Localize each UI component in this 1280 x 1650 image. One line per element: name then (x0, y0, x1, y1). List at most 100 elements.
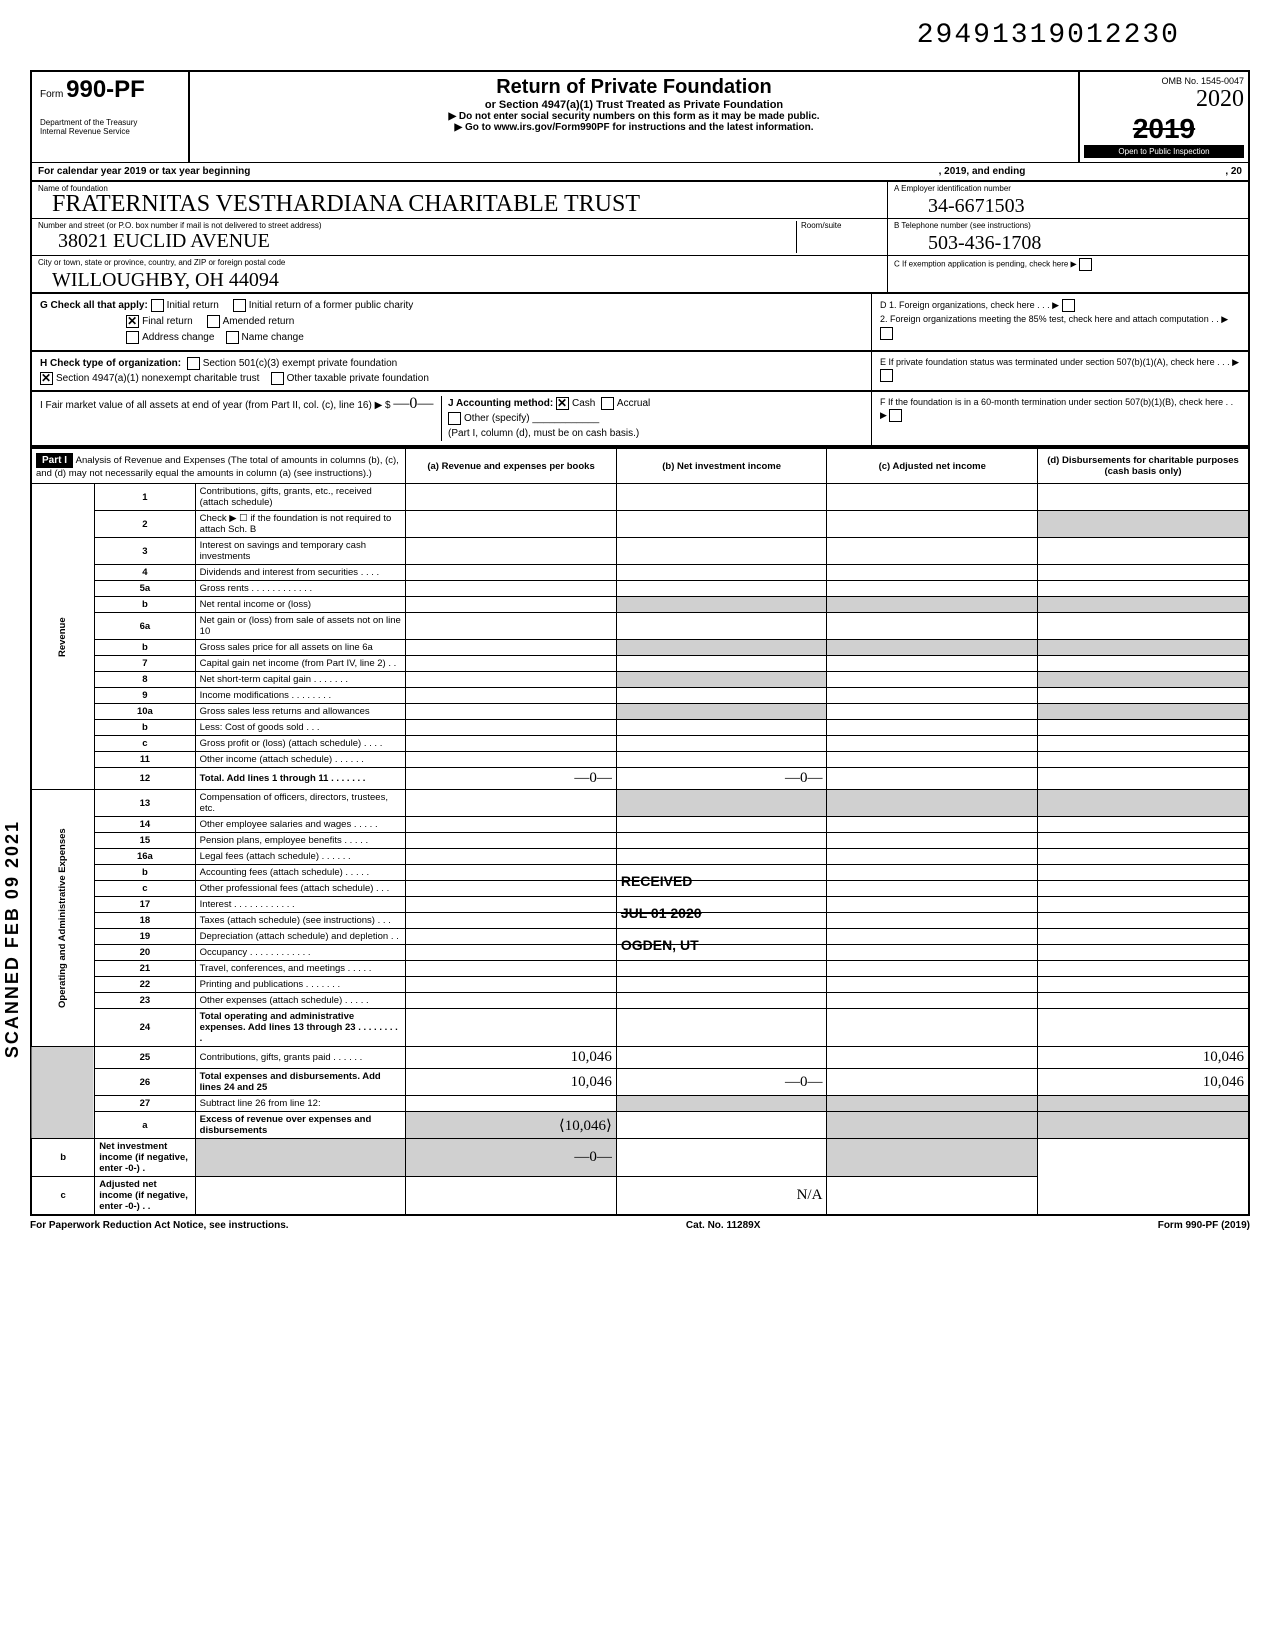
amended-checkbox[interactable] (207, 315, 220, 328)
amount-cell (827, 597, 1038, 613)
amount-cell (616, 581, 827, 597)
line-description: Depreciation (attach schedule) and deple… (195, 929, 406, 945)
tel-hw: 503-436-1708 (928, 232, 1041, 255)
amount-cell (616, 817, 827, 833)
expenses-side-label: Operating and Administrative Expenses (31, 790, 95, 1047)
amount-cell (827, 640, 1038, 656)
line-description: Travel, conferences, and meetings . . . … (195, 961, 406, 977)
line-number: 5a (95, 581, 195, 597)
line-description: Gross sales less returns and allowances (195, 704, 406, 720)
amount-cell (1038, 833, 1249, 849)
d1-label: D 1. Foreign organizations, check here .… (880, 300, 1059, 310)
table-row: 10aGross sales less returns and allowanc… (31, 704, 1249, 720)
amount-cell (827, 768, 1038, 790)
h-501-checkbox[interactable] (187, 357, 200, 370)
instruction-1: ▶ Do not enter social security numbers o… (194, 111, 1074, 122)
final-return-checkbox[interactable] (126, 315, 139, 328)
public-inspection-label: Open to Public Inspection (1084, 145, 1244, 158)
amount-cell (827, 720, 1038, 736)
amount-cell: —0— (616, 1069, 827, 1096)
amount-cell (1038, 484, 1249, 511)
amount-cell (406, 656, 617, 672)
amount-cell (1038, 597, 1249, 613)
line-description: Total expenses and disbursements. Add li… (195, 1069, 406, 1096)
amount-cell (827, 672, 1038, 688)
table-row: 7Capital gain net income (from Part IV, … (31, 656, 1249, 672)
amount-cell (616, 511, 827, 538)
line-description: Check ▶ ☐ if the foundation is not requi… (195, 511, 406, 538)
h-4947-checkbox[interactable] (40, 372, 53, 385)
f-checkbox[interactable] (889, 409, 902, 422)
amount-cell (1038, 768, 1249, 790)
part1-table: Part I Analysis of Revenue and Expenses … (30, 447, 1250, 1216)
j-cash-checkbox[interactable] (556, 397, 569, 410)
line-description: Legal fees (attach schedule) . . . . . . (195, 849, 406, 865)
amount-cell: JUL 01 2020 (616, 897, 827, 913)
line-description: Capital gain net income (from Part IV, l… (195, 656, 406, 672)
e-checkbox[interactable] (880, 369, 893, 382)
h-4947-label: Section 4947(a)(1) nonexempt charitable … (56, 373, 259, 384)
amount-cell: 10,046 (406, 1069, 617, 1096)
amount-cell (827, 1177, 1038, 1216)
received-stamp: RECEIVED (621, 873, 693, 889)
initial-return-checkbox[interactable] (151, 299, 164, 312)
amount-cell (616, 790, 827, 817)
line-number: b (95, 597, 195, 613)
line-description: Total. Add lines 1 through 11 . . . . . … (195, 768, 406, 790)
name-change-checkbox[interactable] (226, 331, 239, 344)
table-row: 22Printing and publications . . . . . . … (31, 977, 1249, 993)
col-a-header: (a) Revenue and expenses per books (406, 448, 617, 484)
line-number: 9 (95, 688, 195, 704)
amount-cell: —0— (616, 768, 827, 790)
amount-cell (406, 640, 617, 656)
line-number: 22 (95, 977, 195, 993)
j-other-checkbox[interactable] (448, 412, 461, 425)
j-accrual-checkbox[interactable] (601, 397, 614, 410)
amount-cell (1038, 993, 1249, 1009)
line-description: Accounting fees (attach schedule) . . . … (195, 865, 406, 881)
amount-cell (1038, 865, 1249, 881)
amount-cell (1038, 817, 1249, 833)
exempt-checkbox[interactable] (1079, 258, 1092, 271)
line-description: Subtract line 26 from line 12: (195, 1096, 406, 1112)
line-description: Net gain or (loss) from sale of assets n… (195, 613, 406, 640)
amount-cell (827, 1009, 1038, 1047)
amount-cell (827, 881, 1038, 897)
line-number: 20 (95, 945, 195, 961)
amount-cell (406, 565, 617, 581)
amount-cell (827, 961, 1038, 977)
amount-cell (1038, 961, 1249, 977)
initial-former-checkbox[interactable] (233, 299, 246, 312)
d1-checkbox[interactable] (1062, 299, 1075, 312)
amount-cell (406, 1009, 617, 1047)
footer-center: Cat. No. 11289X (686, 1220, 760, 1231)
address-change-checkbox[interactable] (126, 331, 139, 344)
amount-cell (1038, 736, 1249, 752)
amount-cell (616, 849, 827, 865)
line-number: 16a (95, 849, 195, 865)
table-row: 12Total. Add lines 1 through 11 . . . . … (31, 768, 1249, 790)
blank-side (31, 1047, 95, 1139)
h-501-label: Section 501(c)(3) exempt private foundat… (203, 358, 398, 369)
amount-cell (1038, 581, 1249, 597)
h-other-checkbox[interactable] (271, 372, 284, 385)
line-description: Gross rents . . . . . . . . . . . . (195, 581, 406, 597)
amount-cell (406, 833, 617, 849)
table-row: 19Depreciation (attach schedule) and dep… (31, 929, 1249, 945)
amount-cell (616, 597, 827, 613)
amount-cell (1038, 1009, 1249, 1047)
cal-prefix: For calendar year 2019 or tax year begin… (38, 166, 250, 177)
amount-cell (616, 640, 827, 656)
line-description: Net investment income (if negative, ente… (95, 1139, 195, 1177)
city-label: City or town, state or province, country… (38, 258, 285, 267)
d2-checkbox[interactable] (880, 327, 893, 340)
g-name: Name change (242, 332, 304, 343)
irs-label: Internal Revenue Service (40, 127, 180, 136)
line-description: Other employee salaries and wages . . . … (195, 817, 406, 833)
amount-cell: OGDEN, UT (616, 929, 827, 945)
d2-label: 2. Foreign organizations meeting the 85%… (880, 314, 1228, 324)
part1-title: Analysis of Revenue and Expenses (The to… (36, 455, 399, 479)
entity-section: Name of foundation FRATERNITAS VESTHARDI… (30, 182, 1250, 293)
col-c-header: (c) Adjusted net income (827, 448, 1038, 484)
table-row: 24Total operating and administrative exp… (31, 1009, 1249, 1047)
